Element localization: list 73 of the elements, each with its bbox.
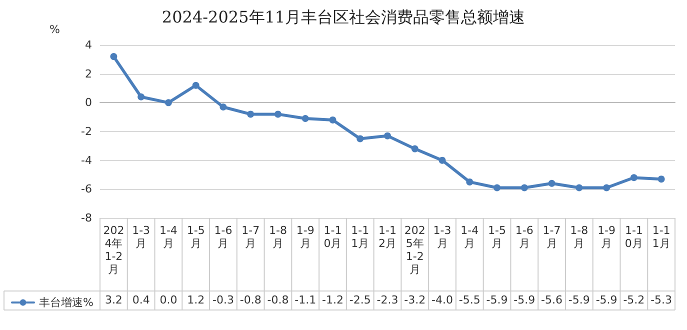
point [384, 132, 391, 140]
x-tick-label: 1-4月 [159, 224, 178, 250]
data-label: 0.4 [132, 294, 150, 306]
y-axis-title: % [50, 23, 60, 36]
point [329, 116, 336, 124]
data-label: -4.0 [432, 294, 453, 306]
y-tick-label: -8 [81, 212, 92, 224]
data-label: -1.1 [294, 294, 316, 306]
data-label: -2.5 [349, 294, 371, 306]
y-tick-label: -2 [81, 125, 92, 138]
y-tick-label: -4 [81, 154, 92, 167]
y-tick-label: 0 [85, 96, 92, 110]
x-tick-label: 1-6月 [214, 224, 232, 250]
y-tick-label: 2 [85, 67, 92, 80]
x-tick-label: 1-7月 [242, 224, 260, 250]
x-tick-label: 2025年1-2月 [404, 224, 426, 276]
point [494, 184, 501, 192]
data-label: -5.9 [486, 294, 508, 306]
data-label: -5.9 [596, 294, 618, 306]
x-tick-label: 2024年1-2月 [103, 224, 124, 276]
point [164, 99, 172, 106]
point [220, 103, 227, 110]
data-label: -1.2 [322, 294, 344, 306]
point [520, 184, 528, 192]
point [192, 82, 200, 89]
x-tick-label: 1-9月 [296, 224, 314, 250]
point [302, 115, 309, 122]
x-tick-label: 1-10月 [624, 224, 643, 250]
point [630, 174, 638, 182]
point [411, 145, 418, 152]
data-label: -0.3 [212, 294, 234, 306]
point [603, 184, 610, 192]
x-tick-label: 1-4月 [460, 224, 479, 250]
point [576, 184, 583, 192]
legend-label: 丰台增速% [39, 296, 94, 309]
x-tick-label: 1-6月 [515, 224, 534, 250]
point [466, 178, 474, 186]
data-label: 0.0 [160, 294, 178, 306]
data-label: -5.9 [514, 294, 536, 306]
point [138, 93, 145, 100]
data-label: -0.8 [240, 294, 262, 306]
data-label: -0.8 [267, 294, 289, 306]
x-tick-label: 1-5月 [186, 224, 205, 250]
data-label: -5.5 [458, 294, 480, 306]
x-tick-label: 1-11月 [652, 224, 670, 250]
x-tick-label: 1-8月 [570, 224, 588, 250]
point [110, 53, 118, 60]
x-tick-label: 1-12月 [378, 224, 396, 250]
data-label: 1.2 [187, 294, 205, 306]
data-label: -2.3 [376, 294, 398, 306]
point [274, 110, 282, 118]
x-tick-label: 1-5月 [488, 224, 506, 250]
data-label: 3.2 [104, 294, 122, 306]
chart-title: 2024-2025年11月丰台区社会消费品零售总额增速 [162, 8, 526, 26]
point [438, 156, 446, 164]
x-tick-label: 1-8月 [268, 224, 287, 250]
data-label: -5.9 [568, 294, 590, 306]
data-label: -5.6 [541, 294, 563, 306]
x-tick-label: 1-11月 [351, 224, 370, 250]
x-tick-label: 1-9月 [598, 224, 616, 250]
point [658, 176, 665, 183]
data-label: -3.2 [404, 294, 426, 306]
point [548, 180, 556, 187]
point [247, 110, 254, 118]
y-tick-label: -6 [81, 182, 92, 196]
x-tick-label: 1-10月 [324, 224, 342, 250]
x-tick-label: 1-7月 [542, 224, 561, 250]
point [356, 135, 364, 142]
y-tick-label: 4 [85, 38, 92, 52]
data-label: -5.3 [650, 294, 672, 306]
data-label: -5.2 [623, 294, 645, 306]
x-tick-label: 1-3月 [433, 224, 452, 250]
x-tick-label: 1-3月 [132, 224, 150, 250]
